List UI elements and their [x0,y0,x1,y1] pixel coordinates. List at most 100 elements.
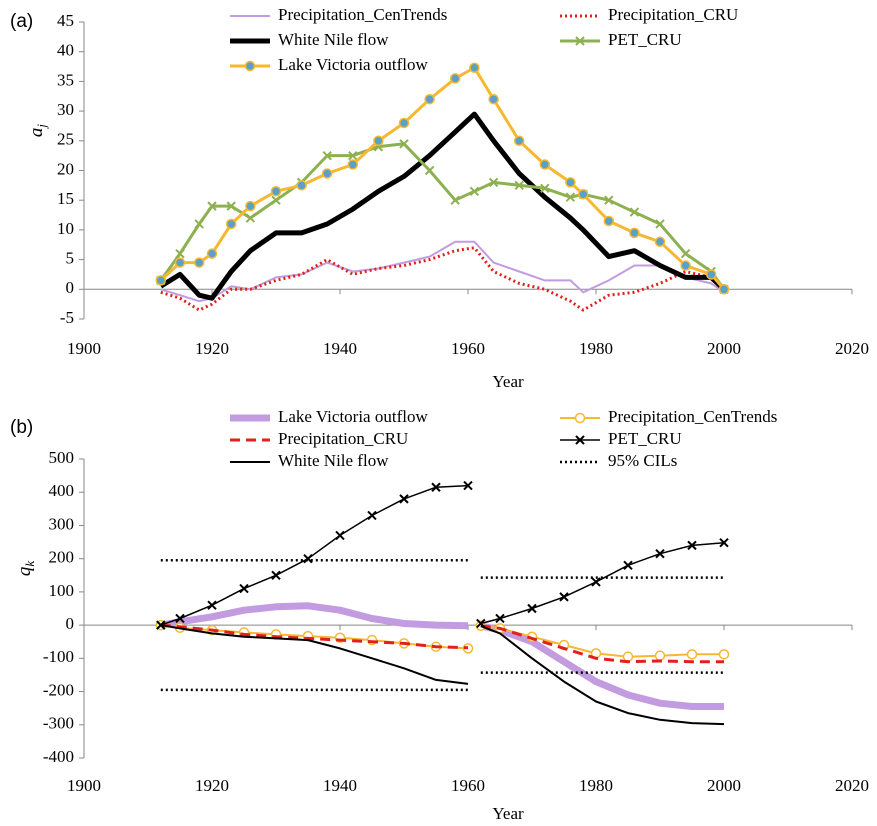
marker [629,227,640,239]
marker [239,583,249,594]
marker [575,435,585,445]
marker [603,215,615,227]
marker [348,150,358,161]
marker [462,643,474,654]
marker [705,269,717,280]
marker [194,219,204,229]
x-tick-label: 1900 [67,776,101,795]
marker [575,36,585,46]
marker [271,195,281,205]
legend-label: PET_CRU [608,429,682,448]
y-tick-label: 0 [66,614,75,633]
y-tick-label: 500 [49,448,75,467]
y-tick-label: -200 [43,680,74,699]
marker [718,284,730,295]
x-tick-label: 1940 [323,339,357,358]
y-tick-label: 10 [57,219,74,238]
legend-label: Lake Victoria outflow [278,407,428,426]
series-line [160,624,725,726]
marker [591,577,601,587]
y-tick-label: 30 [57,100,74,119]
marker [206,248,218,259]
marker [245,200,256,212]
marker [431,482,441,492]
marker [680,260,691,271]
marker [680,248,691,259]
legend-label: 95% CILs [608,451,677,470]
y-axis-label-sub: k [22,561,37,567]
marker [225,218,237,230]
x-tick-label: 1940 [323,776,357,795]
marker [654,236,666,248]
marker [687,540,697,551]
marker [565,177,576,188]
marker [270,186,282,197]
marker [469,186,480,196]
marker [449,73,461,84]
marker [193,257,205,268]
y-tick-label: -400 [43,747,74,766]
y-tick-label: 200 [49,548,75,567]
y-tick-label: 35 [57,70,74,89]
marker [207,600,217,610]
marker [207,201,217,211]
x-tick-label: 2000 [707,339,741,358]
marker [514,180,524,191]
legend-label: White Nile flow [278,30,389,49]
x-tick-label: 1980 [579,339,613,358]
marker [322,150,332,161]
marker [398,117,410,129]
series-line [160,240,725,303]
marker [565,192,576,202]
marker [245,213,256,223]
marker [424,93,435,105]
x-tick-label: 1960 [451,776,485,795]
y-tick-label: -300 [43,714,74,733]
marker [527,603,537,614]
series-line [160,602,724,710]
marker [155,275,167,286]
marker [495,613,505,624]
legend-label: Precipitation_CRU [608,5,738,24]
y-tick-label: 20 [57,159,74,178]
panel-label: (a) [10,11,33,32]
x-tick-label: 1980 [579,776,613,795]
x-tick-label: 2020 [835,339,869,358]
y-tick-label: 5 [66,249,75,268]
x-tick-label: 1920 [195,776,229,795]
y-axis-label: aj [26,124,49,138]
marker [577,189,589,200]
marker [513,135,525,147]
marker [399,494,409,504]
y-axis-label-main: a [26,128,47,138]
marker [175,613,185,624]
marker [654,650,666,661]
marker [367,510,377,521]
y-axis-label-main: q [14,566,35,576]
marker [174,257,186,268]
y-tick-label: 25 [57,130,74,149]
x-tick-label: 1960 [451,339,485,358]
y-tick-label: 100 [49,581,75,600]
marker [271,570,281,580]
series-line [160,559,724,579]
panel-label: (b) [10,417,33,438]
y-axis-label-sub: j [34,124,49,130]
series-line [159,111,726,301]
x-tick-label: 2000 [707,776,741,795]
marker [399,139,409,149]
marker [450,195,460,205]
marker [424,165,435,176]
x-tick-label: 2020 [835,776,869,795]
marker [244,60,256,72]
marker [463,480,473,491]
marker [321,168,333,179]
series-line [159,142,726,291]
marker [623,560,633,571]
marker [303,553,313,564]
y-tick-label: 45 [57,11,74,30]
marker [622,651,634,662]
marker [539,159,551,170]
legend-label: Precipitation_CenTrends [608,407,777,426]
y-axis-label: qk [14,561,37,577]
